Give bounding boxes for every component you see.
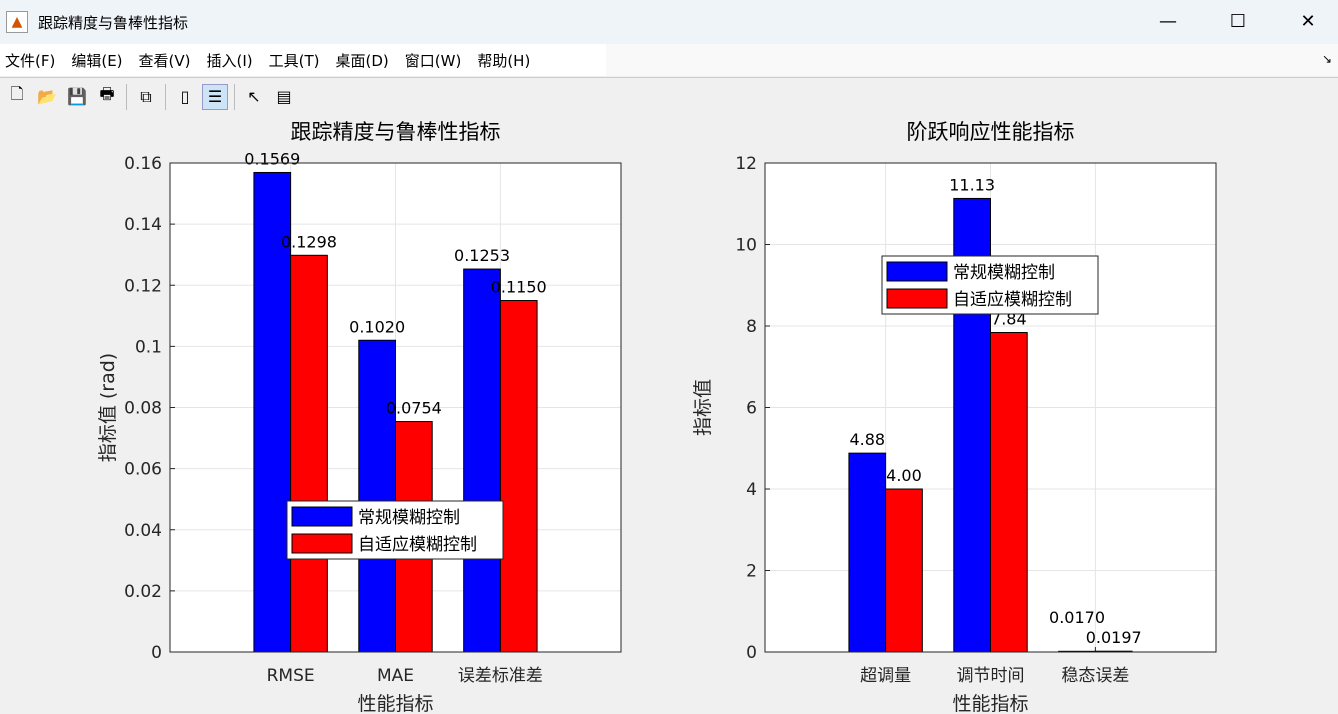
menu-item[interactable]: 查看(V) [138, 51, 191, 70]
y-axis-label: 指标值 [692, 379, 714, 436]
maximize-button[interactable]: ☐ [1229, 11, 1247, 32]
bar-value-label: 0.1150 [491, 278, 547, 297]
x-tick-label: RMSE [267, 666, 315, 686]
bar-adaptive [885, 488, 923, 653]
window-title: 跟踪精度与鲁棒性指标 [38, 13, 189, 32]
x-tick-label: MAE [377, 666, 414, 686]
y-tick-label: 0 [151, 643, 162, 663]
bar-adaptive [990, 332, 1028, 653]
menu-item[interactable]: 窗口(W) [404, 51, 462, 70]
bar-value-label: 0.0754 [386, 399, 442, 418]
y-tick-label: 0.14 [124, 215, 162, 235]
axes-box [169, 162, 622, 653]
bar-conventional [848, 452, 887, 653]
x-axis-label: 性能指标 [357, 693, 433, 714]
print-icon[interactable]: 🖶 [99, 84, 115, 103]
bar-value-label: 4.88 [849, 430, 885, 449]
menu-item[interactable]: 帮助(H) [477, 51, 531, 70]
y-axis-label: 指标值 (rad) [97, 353, 119, 462]
figure-toolbar: 🗋 📂 💾 🖶 ⧉ ▯ ☰ ↖ ▤ [0, 77, 1338, 115]
legend-label: 常规模糊控制 [953, 263, 1055, 283]
open-folder-icon[interactable]: 📂 [37, 87, 57, 106]
y-tick-label: 0 [746, 643, 757, 663]
menu-item[interactable]: 编辑(E) [71, 51, 123, 70]
x-tick-label: 调节时间 [957, 666, 1025, 686]
bar-value-label: 0.1298 [281, 232, 337, 251]
bar-value-label: 0.1569 [244, 149, 300, 168]
bar-value-label: 0.0197 [1086, 628, 1142, 647]
bar-value-label: 4.00 [886, 466, 922, 485]
y-tick-label: 2 [746, 562, 757, 582]
x-tick-label: 超调量 [860, 666, 911, 686]
new-file-icon[interactable]: 🗋 [10, 84, 24, 103]
y-tick-label: 12 [735, 154, 757, 174]
property-inspector-icon[interactable]: ▤ [276, 87, 292, 106]
matlab-icon: ▲ [6, 11, 28, 33]
legend-label: 自适应模糊控制 [358, 535, 477, 555]
menu-item[interactable]: 桌面(D) [335, 51, 389, 70]
y-tick-label: 0.06 [124, 460, 162, 480]
chart-title: 阶跃响应性能指标 [907, 120, 1075, 144]
legend-icon[interactable]: ☰ [202, 83, 228, 110]
menu-bar-filler [606, 44, 1338, 76]
toolbar-separator [126, 83, 127, 110]
y-tick-label: 0.08 [124, 399, 162, 419]
y-tick-label: 6 [746, 399, 757, 419]
bar-value-label: 0.1020 [349, 317, 405, 336]
toolbar-separator [234, 83, 235, 110]
link-plot-icon[interactable]: ⧉ [140, 86, 152, 106]
save-icon[interactable]: 💾 [67, 87, 87, 106]
bar-adaptive [499, 300, 538, 653]
bar-conventional [358, 339, 397, 653]
close-button[interactable]: ✕ [1300, 11, 1316, 32]
bar-value-label: 0.0170 [1049, 608, 1105, 627]
chart-title: 跟踪精度与鲁棒性指标 [291, 120, 501, 144]
bar-adaptive [290, 254, 328, 653]
pointer-icon[interactable]: ↖ [247, 87, 261, 106]
y-tick-label: 4 [746, 480, 757, 500]
y-tick-label: 10 [735, 236, 757, 256]
legend-swatch [291, 533, 353, 554]
menu-bar: 文件(F) 编辑(E) 查看(V) 插入(I) 工具(T) 桌面(D) 窗口(W) 帮助(H) [0, 44, 606, 76]
y-tick-label: 0.1 [135, 337, 162, 357]
dock-arrow-icon[interactable]: ↘ [1321, 52, 1332, 66]
menu-item[interactable]: 插入(I) [206, 51, 253, 70]
minimize-button[interactable]: — [1159, 11, 1177, 32]
legend-swatch [291, 506, 353, 527]
axes-box [764, 162, 1217, 653]
y-tick-label: 0.16 [124, 154, 162, 174]
y-tick-label: 0.12 [124, 276, 162, 296]
legend-swatch [886, 261, 948, 282]
y-tick-label: 0.04 [124, 521, 162, 541]
x-axis-label: 性能指标 [952, 693, 1028, 714]
bar-conventional [463, 268, 501, 653]
title-bar: ▲ 跟踪精度与鲁棒性指标 — ☐ ✕ [0, 0, 1338, 44]
x-tick-label: 误差标准差 [458, 666, 543, 686]
x-tick-label: 稳态误差 [1061, 666, 1129, 686]
legend-label: 常规模糊控制 [358, 508, 460, 528]
legend-label: 自适应模糊控制 [953, 290, 1072, 310]
colorbar-icon[interactable]: ▯ [180, 87, 190, 106]
toolbar-separator [165, 83, 166, 110]
bar-value-label: 0.1253 [454, 246, 510, 265]
bar-value-label: 11.13 [949, 175, 995, 194]
menu-item[interactable]: 文件(F) [5, 51, 56, 70]
y-tick-label: 0.02 [124, 582, 162, 602]
y-tick-label: 8 [746, 317, 757, 337]
menu-item[interactable]: 工具(T) [268, 51, 320, 70]
legend-swatch [886, 288, 948, 309]
